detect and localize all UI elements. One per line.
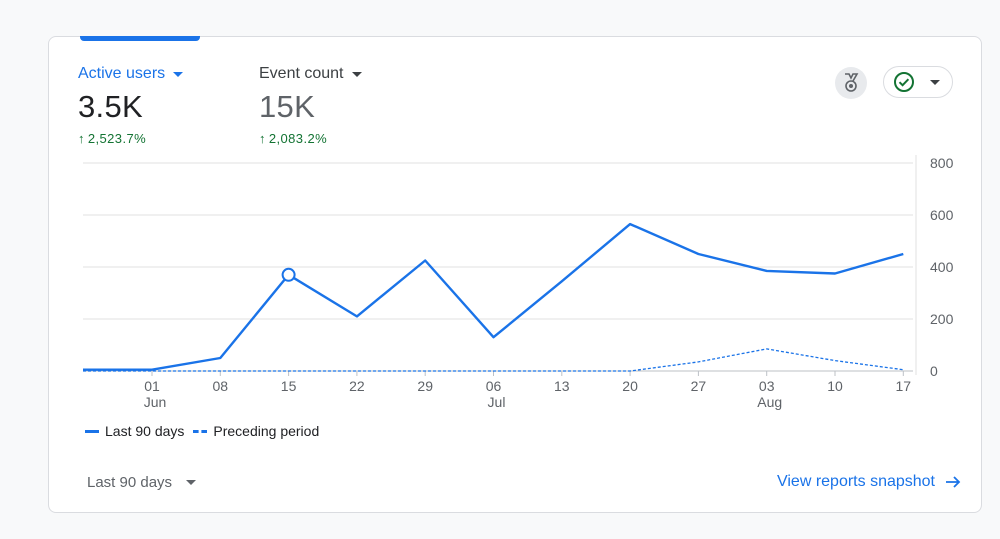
check-circle-icon	[894, 72, 914, 92]
metric-active-users-label-row[interactable]: Active users	[78, 65, 184, 83]
arrow-right-icon	[946, 476, 961, 488]
view-reports-snapshot-link[interactable]: View reports snapshot	[777, 473, 961, 491]
metric-event-count-change: ↑ 2,083.2%	[259, 131, 362, 146]
selected-tab-indicator	[80, 36, 200, 41]
legend-item-preceding-period: Preceding period	[193, 423, 319, 439]
status-dropdown[interactable]	[883, 66, 953, 98]
x-tick-label: 01	[144, 378, 160, 394]
metric-event-count-label-row[interactable]: Event count	[259, 65, 362, 83]
legend-swatch-solid	[85, 429, 99, 433]
x-tick-label: 29	[417, 378, 433, 394]
x-month-label: Jul	[488, 394, 506, 410]
insights-badge-icon	[845, 73, 859, 92]
legend-label-current: Last 90 days	[105, 423, 185, 439]
metric-active-users-change-value: 2,523.7%	[87, 131, 147, 146]
x-tick-label: 20	[622, 378, 638, 394]
legend-swatch-dashed	[193, 429, 208, 433]
arrow-up-icon: ↑	[259, 131, 266, 146]
x-tick-label: 15	[281, 378, 297, 394]
chart-legend: Last 90 days Preceding period	[85, 423, 328, 439]
y-tick-label: 0	[930, 363, 938, 379]
metric-active-users[interactable]: Active users 3.5K ↑ 2,523.7%	[78, 65, 184, 146]
legend-item-last-90-days: Last 90 days	[85, 423, 184, 439]
y-tick-label: 200	[930, 311, 954, 327]
metric-event-count-label: Event count	[259, 65, 344, 82]
metric-active-users-label: Active users	[78, 65, 166, 82]
chevron-down-icon	[930, 79, 940, 85]
x-tick-label: 03	[759, 378, 775, 394]
y-tick-label: 600	[930, 207, 954, 223]
x-tick-label: 22	[349, 378, 365, 394]
x-tick-label: 27	[691, 378, 707, 394]
x-month-label: Aug	[757, 394, 782, 410]
metric-active-users-value: 3.5K	[78, 89, 143, 124]
overview-card: Active users 3.5K ↑ 2,523.7% Event count…	[48, 36, 982, 513]
line-chart: 0 200 400 600 800 01 08 15 22 29 06 13 20 27 03 10 17 Jun…	[83, 155, 954, 410]
x-tick-label: 10	[827, 378, 843, 394]
date-range-dropdown[interactable]: Last 90 days	[87, 474, 197, 491]
x-month-label: Jun	[144, 394, 167, 410]
chevron-down-icon	[173, 71, 184, 77]
y-tick-label: 400	[930, 259, 954, 275]
legend-label-previous: Preceding period	[213, 423, 320, 439]
chevron-down-icon	[186, 480, 197, 485]
date-range-label: Last 90 days	[87, 474, 173, 491]
metric-event-count[interactable]: Event count 15K ↑ 2,083.2%	[259, 65, 362, 146]
metric-active-users-change: ↑ 2,523.7%	[78, 131, 183, 146]
x-tick-label: 08	[213, 378, 229, 394]
x-tick-label: 06	[486, 378, 502, 394]
metric-event-count-change-value: 2,083.2%	[268, 131, 328, 146]
highlighted-data-point	[281, 267, 296, 282]
series-line-preceding-period	[83, 348, 904, 372]
arrow-up-icon: ↑	[78, 131, 85, 146]
y-tick-label: 800	[930, 155, 954, 171]
x-tick-label: 17	[896, 378, 912, 394]
chevron-down-icon	[351, 71, 362, 77]
metric-event-count-value: 15K	[259, 89, 316, 124]
view-reports-snapshot-label: View reports snapshot	[776, 473, 935, 490]
series-line-last-90-days	[83, 222, 904, 371]
x-tick-label: 13	[554, 378, 570, 394]
insights-button[interactable]	[835, 67, 867, 99]
